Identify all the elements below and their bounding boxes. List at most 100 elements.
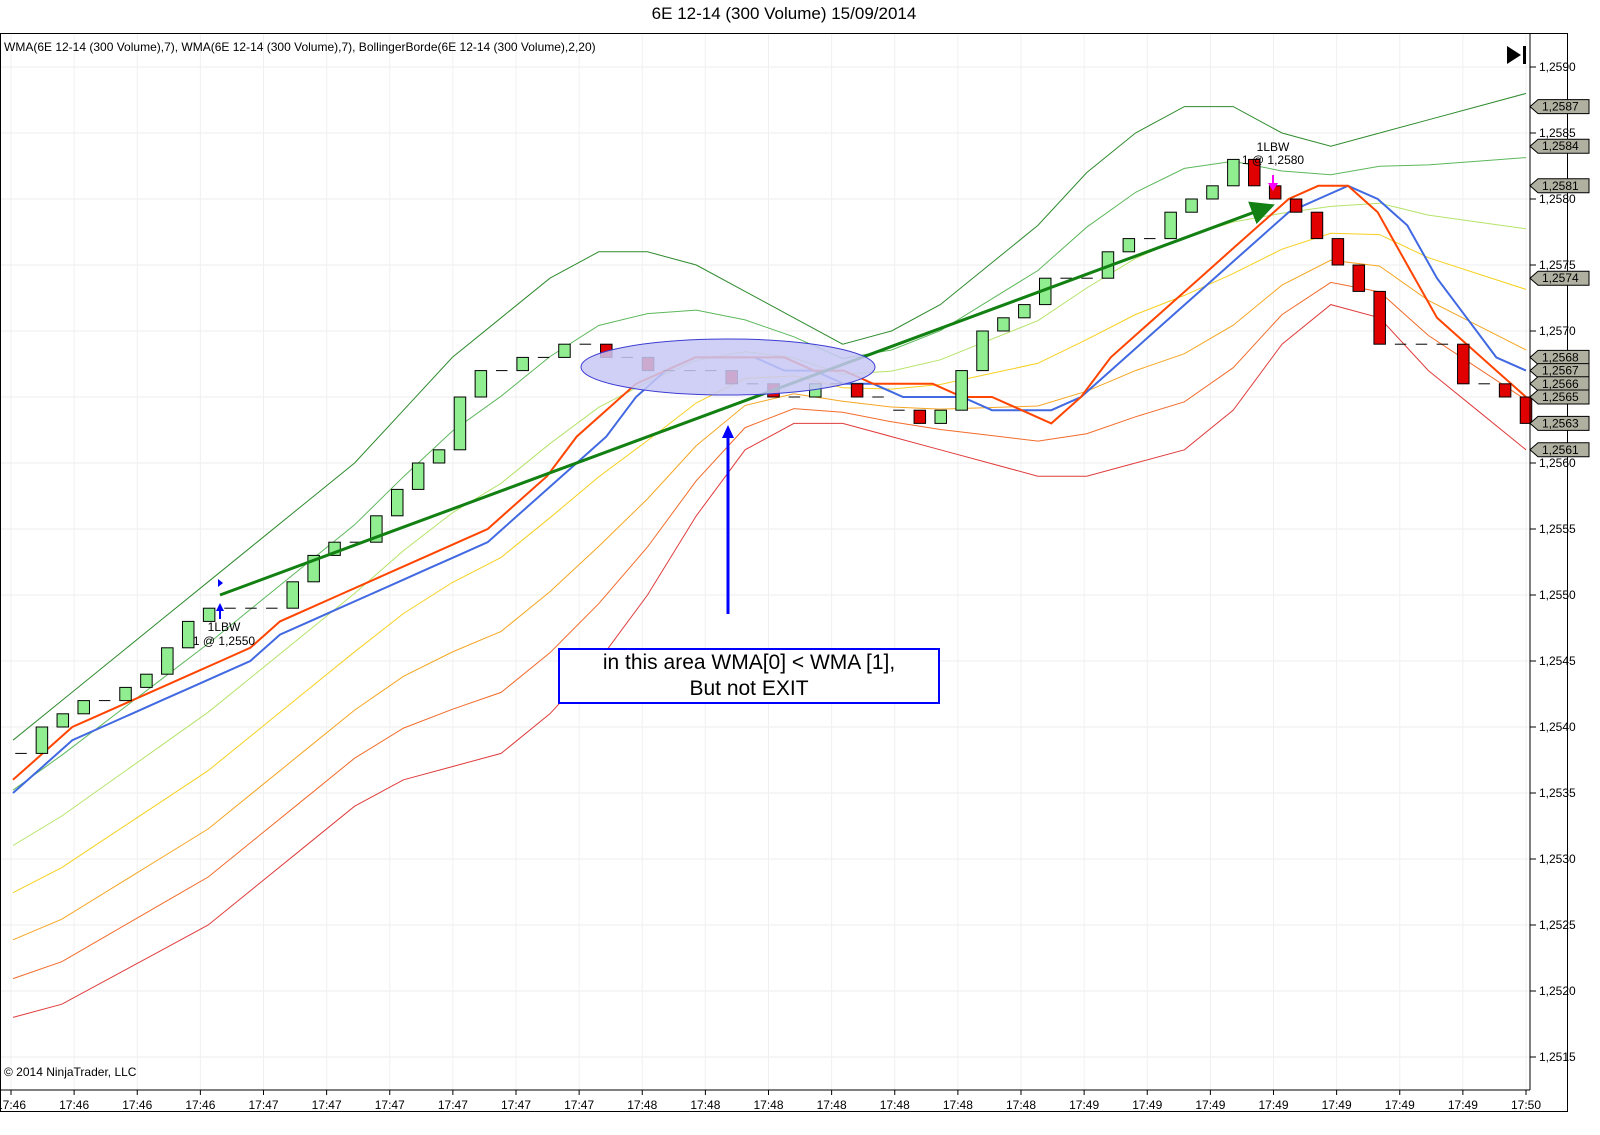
- up-candle: [474, 370, 488, 398]
- bollinger-band-line: [12, 259, 1527, 941]
- up-candle: [1018, 304, 1031, 319]
- y-tick-label: 1,2555: [1539, 522, 1576, 536]
- entry-flag-icon: [218, 579, 223, 587]
- x-tick-label: 17:49: [1322, 1098, 1352, 1112]
- y-tick-label: 1,2530: [1539, 852, 1576, 866]
- down-candle: [1457, 343, 1470, 385]
- up-candle: [328, 541, 341, 556]
- price-tag-label: 1,2568: [1542, 350, 1579, 364]
- up-candle: [1227, 158, 1240, 187]
- down-candle: [1498, 383, 1512, 398]
- note-line-2: But not EXIT: [689, 677, 808, 700]
- price-tag-label: 1,2565: [1542, 390, 1579, 404]
- up-candle: [140, 673, 153, 688]
- price-tag: [1529, 138, 1590, 154]
- bollinger-band-line: [12, 304, 1527, 1018]
- chart-frame: [0, 33, 1568, 1112]
- bollinger-band-line: [12, 92, 1527, 741]
- exit-arrow-icon: [1268, 183, 1278, 191]
- price-tag-label: 1,2567: [1542, 364, 1579, 378]
- price-tag: [1529, 415, 1590, 431]
- entry-trade-detail: 1 @ 1,2550: [193, 634, 256, 648]
- bollinger-band-line: [12, 232, 1527, 894]
- x-tick-label: 17:46: [122, 1098, 152, 1112]
- down-candle: [913, 409, 927, 424]
- price-tag-label: 1,2574: [1542, 271, 1579, 285]
- up-candle: [286, 581, 299, 609]
- up-candle: [307, 554, 320, 583]
- y-tick-label: 1,2560: [1539, 456, 1576, 470]
- up-candle: [1122, 238, 1136, 253]
- price-tag: [1529, 99, 1590, 115]
- up-candle: [934, 409, 947, 424]
- highlight-ellipse: [580, 338, 876, 396]
- y-tick-label: 1,2550: [1539, 588, 1576, 602]
- copyright-text: © 2014 NinjaTrader, LLC: [4, 1065, 137, 1079]
- price-tag: [1529, 389, 1590, 405]
- x-tick-label: 17:48: [943, 1098, 973, 1112]
- up-candle: [391, 488, 404, 517]
- up-candle: [1206, 185, 1219, 200]
- bollinger-bands: [12, 92, 1527, 1018]
- x-tick-label: 17:47: [375, 1098, 405, 1112]
- x-tick-label: 17:49: [1448, 1098, 1478, 1112]
- price-tag-label: 1,2561: [1542, 443, 1579, 457]
- up-candle: [181, 620, 195, 649]
- bollinger-band-line: [12, 202, 1527, 846]
- x-tick-label: 17:47: [501, 1098, 531, 1112]
- annotation-layer: in this area WMA[0] < WMA [1], But not EX…: [219, 201, 1275, 704]
- x-tick-label: 17:47: [248, 1098, 278, 1112]
- bollinger-band-line: [12, 157, 1527, 791]
- up-candle: [56, 713, 70, 728]
- down-candle: [1519, 396, 1533, 424]
- y-tick-label: 1,2590: [1539, 60, 1576, 74]
- x-tick-label: 17:50: [1511, 1098, 1541, 1112]
- price-tag: [1529, 376, 1590, 392]
- y-tick-label: 1,2545: [1539, 654, 1576, 668]
- price-tag-label: 1,2566: [1542, 377, 1579, 391]
- indicator-label: WMA(6E 12-14 (300 Volume),7), WMA(6E 12-…: [4, 40, 596, 54]
- y-tick-label: 1,2575: [1539, 258, 1576, 272]
- up-candle: [976, 330, 989, 372]
- x-tick-label: 17:46: [0, 1098, 26, 1112]
- exit-trade-detail: 1 @ 1,2580: [1242, 153, 1305, 167]
- exit-trade-name: 1LBW: [1257, 140, 1290, 154]
- entry-arrow-icon: [216, 603, 224, 611]
- skip-to-end-icon[interactable]: [1507, 46, 1526, 64]
- up-candle: [35, 726, 49, 754]
- price-tag-label: 1,2584: [1542, 139, 1579, 153]
- price-tag: [1529, 349, 1590, 365]
- up-candle: [161, 647, 174, 675]
- price-tag-label: 1,2563: [1542, 416, 1579, 430]
- trend-arrow: [219, 201, 1275, 597]
- up-candle: [119, 686, 132, 702]
- down-candle: [1331, 238, 1345, 266]
- x-tick-label: 17:48: [753, 1098, 783, 1112]
- up-candle: [411, 462, 425, 490]
- x-tick-label: 17:48: [690, 1098, 720, 1112]
- up-candle: [558, 343, 571, 358]
- y-tick-label: 1,2525: [1539, 918, 1576, 932]
- down-candle: [1310, 211, 1324, 240]
- up-candle: [997, 317, 1010, 332]
- price-tag: [1529, 363, 1590, 379]
- up-candle: [432, 449, 446, 464]
- grid-layer: [1, 34, 1530, 1090]
- price-tag-label: 1,2587: [1542, 100, 1579, 114]
- price-tag-label: 1,2581: [1542, 179, 1579, 193]
- price-tag: [1529, 178, 1590, 194]
- price-tag: [1529, 270, 1590, 286]
- x-tick-label: 17:49: [1132, 1098, 1162, 1112]
- chart-title: 6E 12-14 (300 Volume) 15/09/2014: [651, 4, 917, 23]
- y-tick-label: 1,2535: [1539, 786, 1576, 800]
- up-candle: [955, 370, 968, 411]
- x-tick-label: 17:47: [564, 1098, 594, 1112]
- x-tick-label: 17:48: [880, 1098, 910, 1112]
- up-candle: [453, 396, 467, 451]
- x-tick-label: 17:48: [627, 1098, 657, 1112]
- price-tag: [1529, 442, 1590, 458]
- down-candle: [1352, 264, 1366, 292]
- y-tick-label: 1,2540: [1539, 720, 1576, 734]
- up-candle: [516, 356, 529, 372]
